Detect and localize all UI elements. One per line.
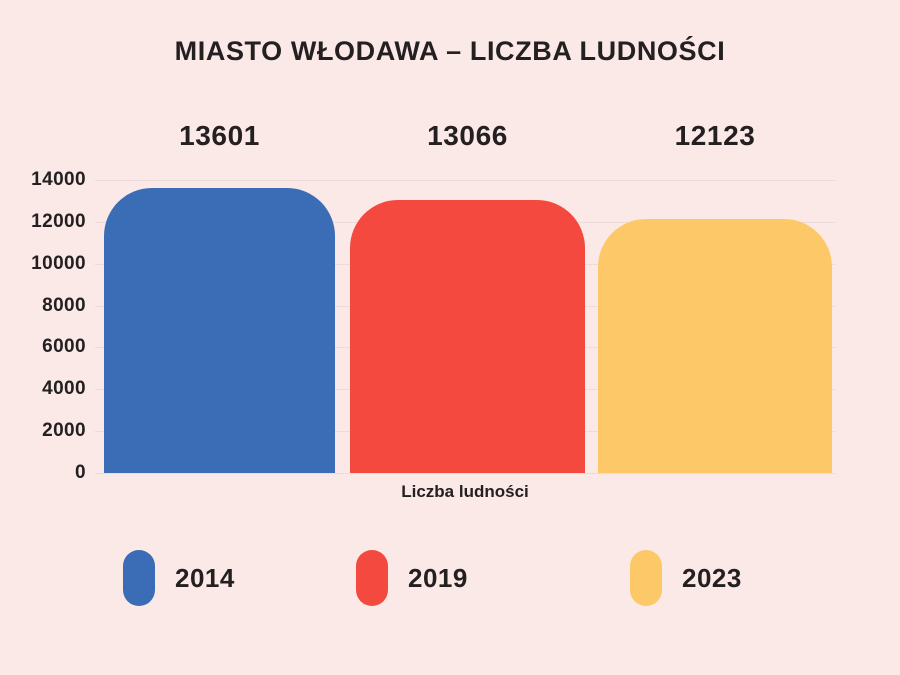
y-tick-label-12000: 12000 — [31, 210, 86, 232]
legend-swatch-2014 — [123, 550, 155, 606]
bar-2023 — [598, 219, 832, 473]
legend-label-2014: 2014 — [175, 562, 235, 593]
y-tick-label-4000: 4000 — [42, 378, 86, 400]
legend-item-2014: 2014 — [123, 550, 235, 606]
bar-value-2023: 12123 — [674, 120, 756, 151]
legend-item-2023: 2023 — [630, 550, 742, 606]
y-tick-label-2000: 2000 — [42, 420, 86, 442]
y-tick-label-8000: 8000 — [42, 294, 86, 316]
chart-title: MIASTO WŁODAWA – LICZBA LUDNOŚCI — [174, 36, 726, 66]
y-tick-label-10000: 10000 — [31, 252, 86, 274]
gridline-0 — [95, 473, 835, 474]
y-tick-label-6000: 6000 — [42, 336, 86, 358]
bar-value-2014: 13601 — [179, 120, 260, 151]
y-tick-label-14000: 14000 — [31, 169, 86, 190]
bar-2014 — [104, 188, 335, 473]
bar-value-2019: 13066 — [427, 120, 508, 151]
y-tick-label-0: 0 — [75, 462, 86, 483]
legend-swatch-2023 — [630, 550, 662, 606]
x-axis-label: Liczba ludności — [401, 482, 529, 501]
legend-item-2019: 2019 — [356, 550, 468, 606]
bar-2019 — [350, 200, 585, 473]
gridline-14000 — [95, 180, 835, 181]
legend-label-2023: 2023 — [682, 562, 742, 593]
legend-label-2019: 2019 — [408, 562, 468, 593]
legend-swatch-2019 — [356, 550, 388, 606]
plot-area — [95, 180, 835, 474]
